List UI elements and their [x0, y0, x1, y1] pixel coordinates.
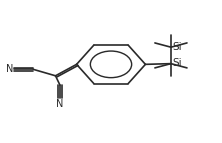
Text: Si: Si: [172, 42, 182, 52]
Text: N: N: [56, 99, 64, 109]
Text: N: N: [6, 64, 13, 74]
Text: Si: Si: [172, 58, 182, 68]
